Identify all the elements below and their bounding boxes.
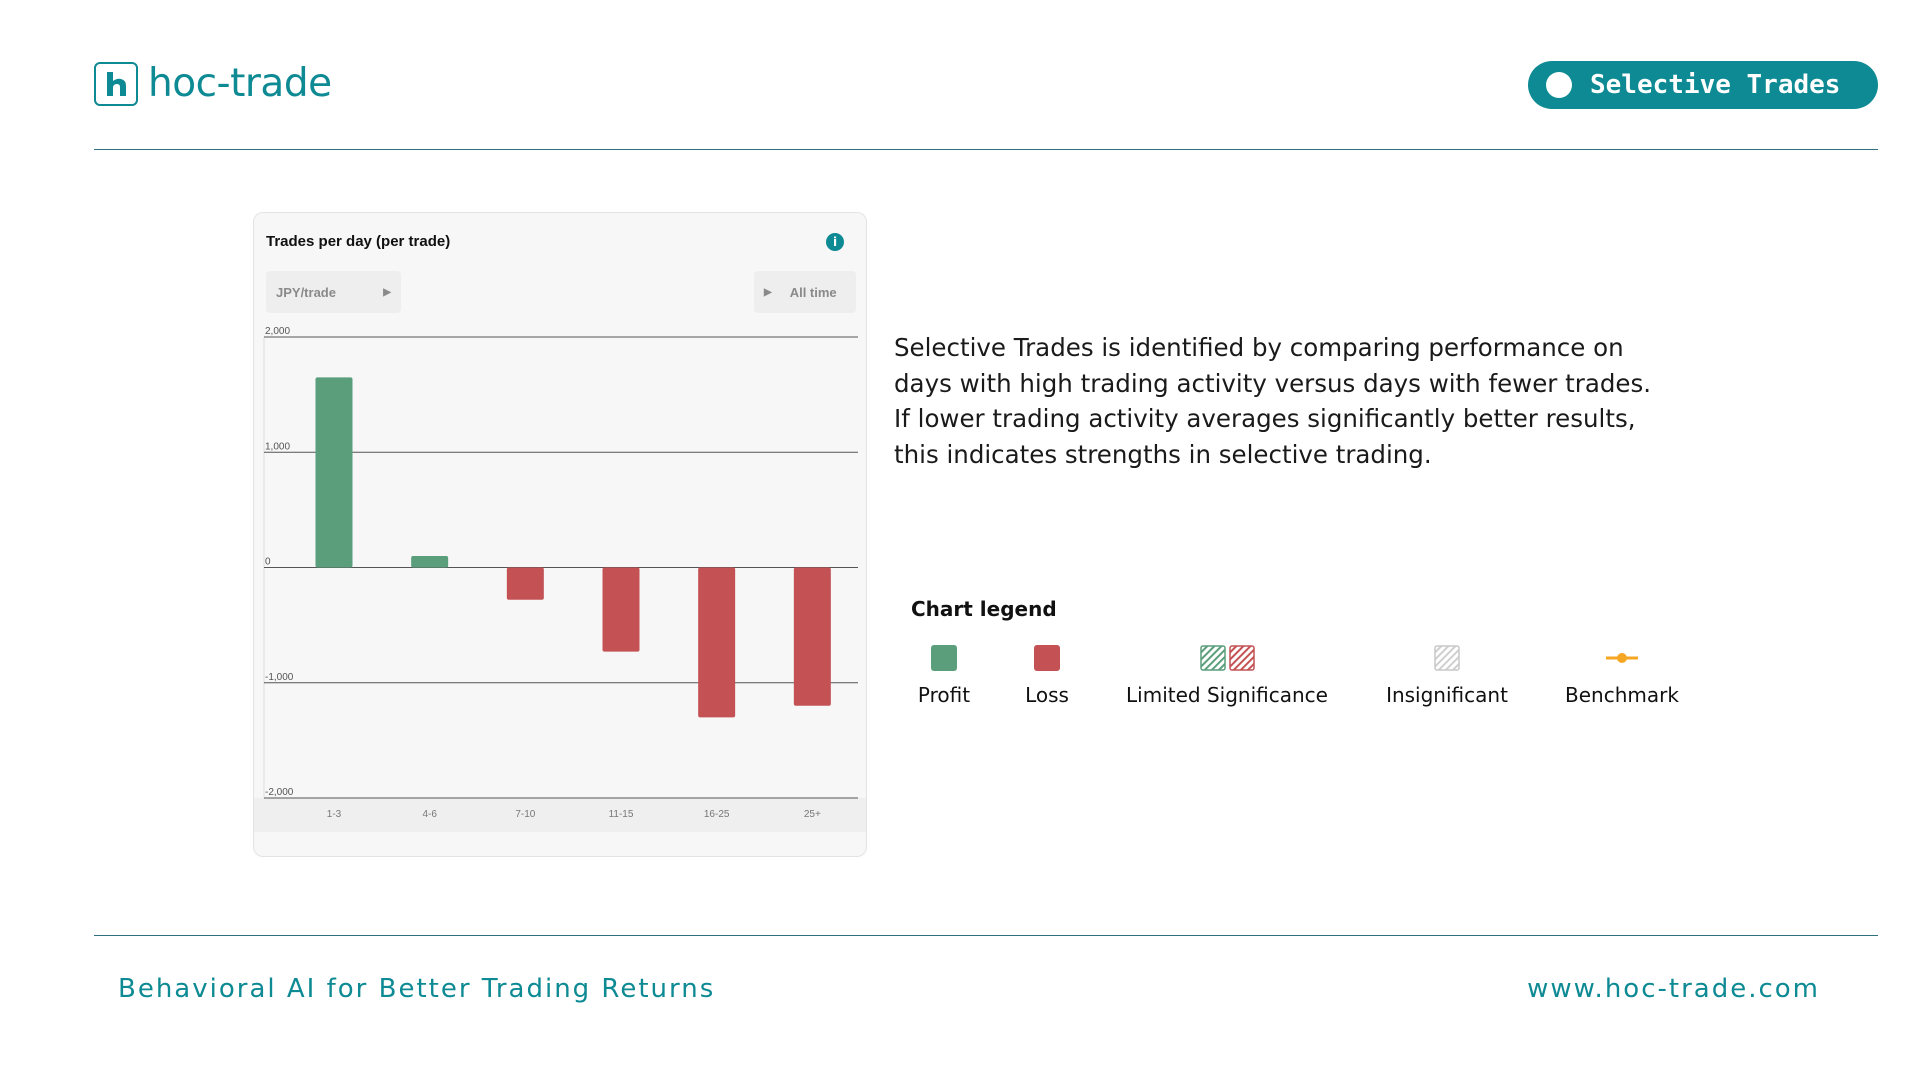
x-tick-label: 11-15 bbox=[609, 809, 634, 820]
legend-title: Chart legend bbox=[911, 597, 1057, 621]
bar-11-15 bbox=[602, 567, 640, 652]
footer-url[interactable]: www.hoc-trade.com bbox=[1527, 974, 1820, 1004]
logo-h-icon bbox=[94, 61, 138, 106]
unit-dropdown[interactable]: JPY/trade ▶ bbox=[266, 271, 401, 313]
y-tick-label: -2,000 bbox=[265, 787, 294, 798]
footer-tagline: Behavioral AI for Better Trading Returns bbox=[118, 974, 716, 1004]
y-tick-label: 2,000 bbox=[265, 326, 290, 337]
unit-dropdown-label: JPY/trade bbox=[276, 284, 336, 300]
x-tick-label: 7-10 bbox=[515, 809, 535, 820]
y-tick-label: 0 bbox=[265, 557, 271, 568]
legend-item-benchmark: Benchmark bbox=[1557, 645, 1687, 707]
x-tick-label: 25+ bbox=[804, 809, 821, 820]
caret-right-icon: ▶ bbox=[764, 286, 772, 298]
description-text: Selective Trades is identified by compar… bbox=[894, 333, 1652, 469]
brand-logo[interactable]: hoc-trade bbox=[94, 61, 332, 106]
period-dropdown[interactable]: ▶ All time bbox=[754, 271, 856, 313]
bar-chart: 2,000 1,000 0 -1,000 -2,000 1-3 4-6 7-10 11-15 16… bbox=[254, 326, 866, 832]
footer-divider bbox=[94, 935, 1878, 936]
badge-label: Selective Trades bbox=[1590, 70, 1841, 100]
legend-item-insignificant: Insignificant bbox=[1372, 645, 1522, 707]
bar-4-6 bbox=[411, 555, 449, 568]
red-hatched-swatch-icon bbox=[1228, 645, 1255, 671]
selective-trades-badge: Selective Trades bbox=[1528, 61, 1878, 109]
bar-16-25 bbox=[698, 567, 736, 718]
x-tick-label: 4-6 bbox=[422, 809, 437, 820]
green-hatched-swatch-icon bbox=[1199, 645, 1226, 671]
bar-7-10 bbox=[506, 567, 544, 600]
brand-name: hoc-trade bbox=[148, 61, 332, 106]
caret-right-icon: ▶ bbox=[383, 286, 391, 298]
x-tick-label: 1-3 bbox=[327, 809, 342, 820]
chart-card: Trades per day (per trade) i JPY/trade ▶… bbox=[253, 212, 867, 857]
legend-label-profit: Profit bbox=[917, 683, 971, 707]
loss-swatch-icon bbox=[1034, 645, 1060, 671]
badge-dot-icon bbox=[1546, 72, 1572, 98]
chart-title: Trades per day (per trade) bbox=[266, 233, 451, 250]
gray-hatched-swatch-icon bbox=[1434, 645, 1460, 671]
benchmark-line-icon bbox=[1606, 653, 1638, 663]
y-tick-label: -1,000 bbox=[265, 672, 294, 683]
legend-item-limited-significance: Limited Significance bbox=[1126, 645, 1328, 707]
header-divider bbox=[94, 149, 1878, 150]
bar-1-3 bbox=[315, 377, 353, 568]
legend-label-limited-significance: Limited Significance bbox=[1126, 683, 1328, 707]
x-tick-label: 16-25 bbox=[704, 809, 730, 820]
legend-label-insignificant: Insignificant bbox=[1386, 683, 1508, 707]
legend-label-loss: Loss bbox=[1025, 683, 1069, 707]
legend-item-loss: Loss bbox=[1022, 645, 1072, 707]
legend-label-benchmark: Benchmark bbox=[1565, 683, 1679, 707]
profit-swatch-icon bbox=[931, 645, 957, 671]
legend-item-profit: Profit bbox=[916, 645, 972, 707]
y-tick-label: 1,000 bbox=[265, 441, 290, 452]
period-dropdown-label: All time bbox=[789, 284, 837, 300]
bar-25+ bbox=[793, 567, 831, 706]
x-axis-band bbox=[254, 798, 866, 832]
info-icon[interactable]: i bbox=[826, 233, 844, 251]
